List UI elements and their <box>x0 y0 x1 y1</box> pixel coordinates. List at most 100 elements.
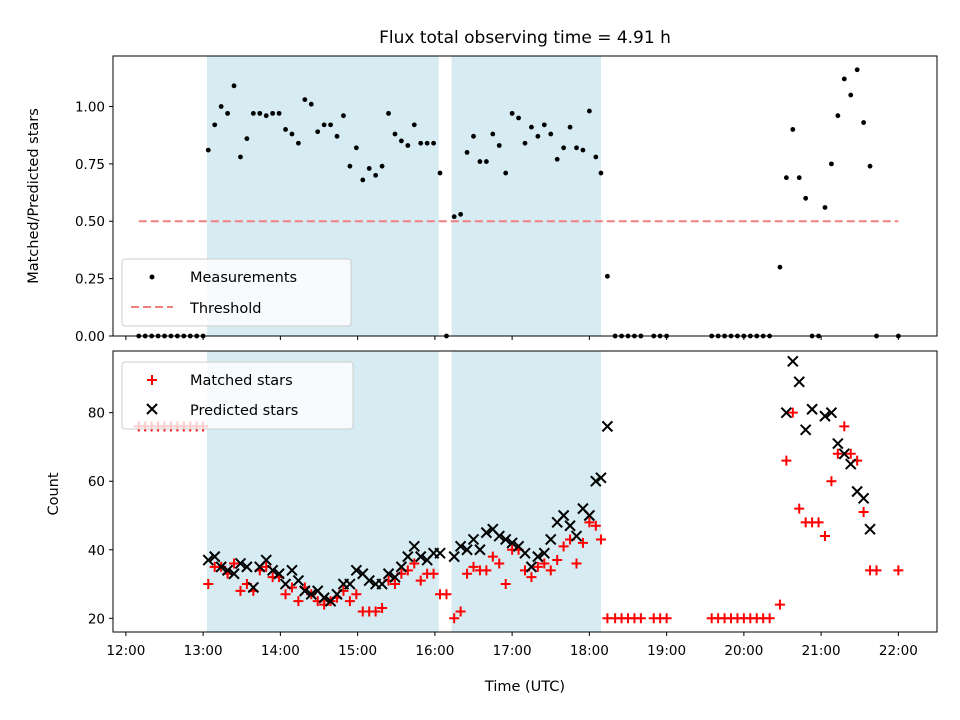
measurements-point <box>790 127 796 132</box>
measurements-point <box>244 136 250 142</box>
measurements-point <box>315 129 321 135</box>
measurements-point <box>366 166 372 171</box>
bottom-x-tick-label: 21:00 <box>802 643 841 659</box>
measurements-point <box>418 140 424 146</box>
measurements-point <box>554 156 560 162</box>
matched-stars-point <box>449 613 460 624</box>
measurements-point <box>464 149 470 155</box>
predicted-stars-point <box>202 554 214 566</box>
matched-stars-point <box>787 407 798 418</box>
predicted-stars-point <box>570 530 583 542</box>
matched-stars-point <box>455 606 466 617</box>
legend-matched-label: Matched stars <box>190 373 293 389</box>
measurements-point <box>276 110 282 116</box>
measurements-point <box>605 273 610 279</box>
predicted-stars-point <box>538 547 551 559</box>
predicted-stars-point <box>519 547 531 559</box>
background-layer <box>206 56 601 632</box>
top-y-tick-label: 0.75 <box>75 157 105 173</box>
predicted-stars-point <box>819 410 831 422</box>
measurements-point <box>483 159 489 164</box>
measurements-point <box>822 205 828 210</box>
predicted-stars-point <box>234 557 247 570</box>
legend-measurements-label: Measurements <box>190 270 297 286</box>
predicted-stars-point <box>286 564 298 577</box>
measurements-point <box>373 172 379 178</box>
measurements-point <box>263 113 269 119</box>
measurements-point <box>424 140 430 146</box>
matched-stars-point <box>558 541 569 552</box>
matched-stars-point <box>377 603 388 614</box>
matched-stars-point <box>774 599 785 610</box>
predicted-stars-point <box>467 533 480 546</box>
bottom-x-tick-label: 13:00 <box>184 643 223 659</box>
measurements-point <box>399 138 404 144</box>
bottom-legend-box <box>121 361 354 430</box>
measurements-point <box>205 147 211 153</box>
measurements-point <box>250 110 256 116</box>
measurements-point <box>379 163 385 169</box>
measurements-point <box>392 131 398 137</box>
matched-stars-point <box>293 596 304 607</box>
measurements-point <box>586 108 592 114</box>
matched-stars-point <box>858 507 869 518</box>
bottom-x-tick-label: 19:00 <box>647 643 686 659</box>
measurements-point <box>437 170 443 176</box>
predicted-stars-point <box>209 550 221 563</box>
predicted-stars-point <box>806 403 818 415</box>
predicted-stars-point <box>299 585 311 597</box>
matched-stars-point <box>893 565 904 576</box>
matched-stars-point <box>428 568 439 579</box>
predicted-stars-point <box>461 544 473 556</box>
matched-stars-point <box>494 558 505 569</box>
predicted-stars-point <box>845 458 857 470</box>
predicted-stars-point <box>305 588 317 601</box>
top-legend-box <box>121 258 352 327</box>
predicted-stars-point <box>215 561 227 573</box>
measurements-point <box>302 97 308 103</box>
matched-stars-point <box>845 448 856 459</box>
measurements-point <box>360 177 366 183</box>
predicted-stars-point <box>525 561 538 573</box>
matched-stars-point <box>661 613 672 624</box>
predicted-stars-point <box>260 554 272 566</box>
measurements-point <box>574 145 579 151</box>
matched-stars-point <box>794 503 805 514</box>
predicted-stars-point <box>480 526 493 539</box>
matched-stars-point <box>584 517 595 528</box>
measurements-point <box>386 110 391 116</box>
bottom-x-tick-label: 16:00 <box>415 643 454 659</box>
measurements-point <box>561 145 567 151</box>
measurements-point <box>225 110 230 116</box>
predicted-stars-point <box>601 420 614 433</box>
predicted-stars-point <box>825 406 838 419</box>
predicted-stars-point <box>532 550 544 563</box>
matched-stars-point <box>481 565 492 576</box>
measurements-point <box>783 175 789 181</box>
measurements-point <box>308 101 314 107</box>
measurements-point <box>522 140 528 146</box>
top-y-tick-label: 1.00 <box>75 99 105 115</box>
measurements-point <box>535 133 541 139</box>
measurements-point <box>598 170 604 176</box>
predicted-stars-point <box>838 448 851 460</box>
matched-stars-point <box>552 555 563 566</box>
top-observing-interval <box>451 56 601 336</box>
predicted-stars-point <box>448 550 460 563</box>
predicted-stars-point <box>493 530 505 542</box>
measurements-point <box>471 133 476 139</box>
matched-stars-point <box>415 575 426 586</box>
predicted-stars-point <box>590 475 602 487</box>
measurements-point <box>451 214 457 220</box>
bottom-y-tick-label: 40 <box>88 543 105 559</box>
matched-stars-point <box>839 421 850 432</box>
top-y-tick-label: 0.25 <box>75 272 105 288</box>
top-legend: Measurements Threshold <box>121 258 352 327</box>
matched-stars-point <box>595 534 606 545</box>
top-chart-title: Flux total observing time = 4.91 h <box>379 28 671 48</box>
predicted-stars-point <box>583 509 596 522</box>
measurements-point <box>848 92 854 98</box>
measurements-point <box>580 147 586 153</box>
predicted-stars-point <box>247 581 260 594</box>
